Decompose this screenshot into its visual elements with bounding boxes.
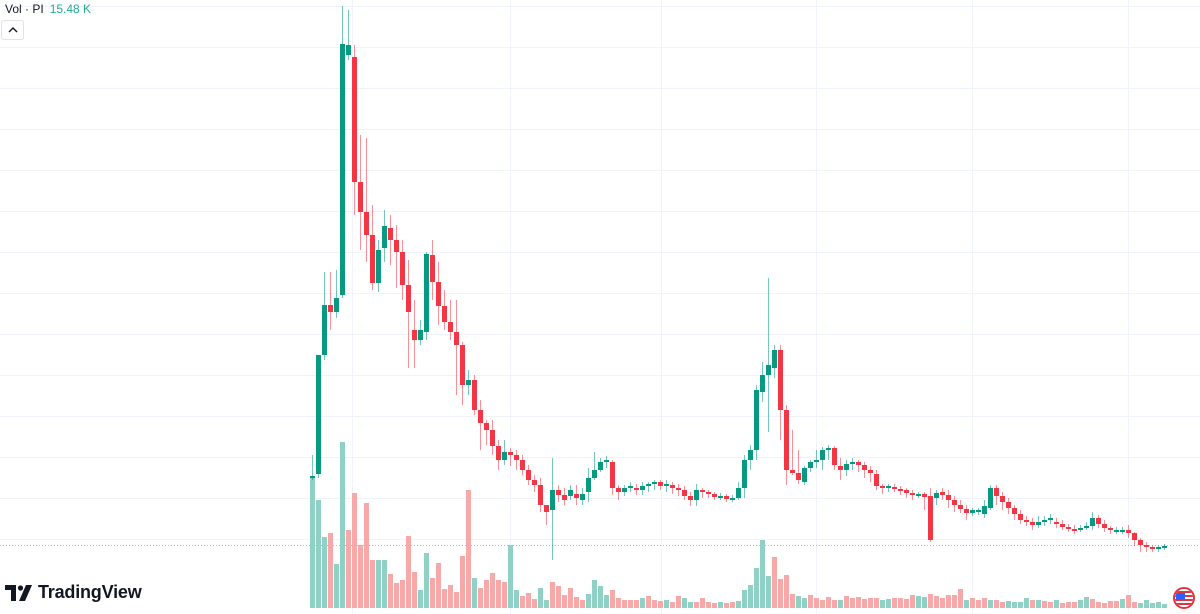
- legend-label: Vol · PI: [5, 2, 44, 16]
- price-candles: [310, 6, 1167, 560]
- volume-bars: [310, 442, 1167, 608]
- legend-value: 15.48 K: [49, 2, 92, 16]
- chevron-up-icon: [8, 27, 17, 33]
- us-flag-icon: [1175, 589, 1193, 607]
- logo-text: TradingView: [38, 582, 142, 602]
- volume-legend[interactable]: Vol · PI 15.48 K: [5, 2, 91, 16]
- region-flag-button[interactable]: [1173, 587, 1195, 609]
- tradingview-logo[interactable]: TradingView: [5, 582, 142, 603]
- collapse-legend-button[interactable]: [1, 20, 24, 40]
- tradingview-logo-icon: [5, 584, 32, 601]
